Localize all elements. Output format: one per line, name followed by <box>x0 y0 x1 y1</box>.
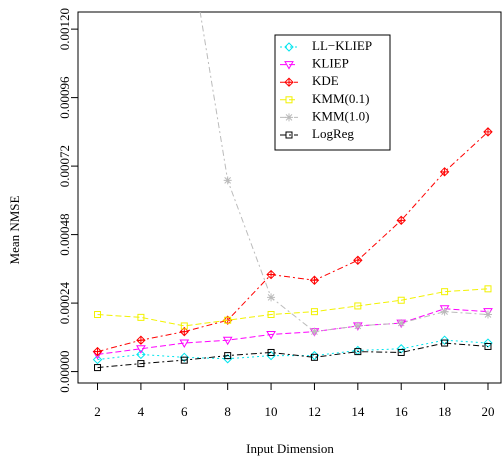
x-tick-label: 2 <box>94 404 101 419</box>
legend-box <box>274 34 391 151</box>
point <box>179 352 189 363</box>
series-line <box>97 288 489 327</box>
point <box>284 42 294 52</box>
plot-area <box>92 12 493 372</box>
legend-label: KDE <box>312 73 339 88</box>
point <box>136 335 146 345</box>
point <box>94 311 102 319</box>
x-tick-label: 14 <box>351 404 365 419</box>
x-tick-label: 12 <box>308 404 321 419</box>
point <box>397 296 405 304</box>
point <box>440 307 449 316</box>
point <box>484 285 492 293</box>
point <box>284 77 294 87</box>
legend-label: LL−KLIEP <box>312 38 372 53</box>
x-tick-label: 18 <box>438 404 451 419</box>
point <box>439 335 450 345</box>
point <box>224 316 232 324</box>
point <box>483 338 493 348</box>
point <box>267 293 276 302</box>
point <box>285 96 293 104</box>
point <box>309 275 320 285</box>
point <box>310 353 318 361</box>
point <box>94 364 102 372</box>
point <box>310 308 318 316</box>
y-tick-label: 0.00120 <box>57 8 72 50</box>
point <box>136 349 146 360</box>
legend-label: KMM(0.1) <box>312 91 369 106</box>
point <box>397 319 406 328</box>
point <box>179 339 190 349</box>
point <box>353 255 363 265</box>
point <box>284 61 294 70</box>
point <box>180 356 188 364</box>
series-line <box>199 12 489 333</box>
point <box>310 327 319 336</box>
y-tick-label: 0.00000 <box>57 350 72 392</box>
x-tick-label: 6 <box>181 404 188 419</box>
point <box>92 346 103 357</box>
point <box>441 288 449 296</box>
point <box>285 113 293 122</box>
point <box>285 131 293 139</box>
x-tick-label: 16 <box>395 404 409 419</box>
x-tick-label: 10 <box>265 404 278 419</box>
point <box>223 176 232 185</box>
x-axis-title: Input Dimension <box>246 441 334 456</box>
point <box>484 342 492 350</box>
point <box>354 348 362 356</box>
y-axis-title: Mean NMSE <box>7 195 22 264</box>
point <box>441 339 449 347</box>
series-line <box>97 308 489 355</box>
series-line <box>97 342 489 369</box>
y-tick-label: 0.00024 <box>57 281 72 324</box>
series-line <box>97 131 489 353</box>
plot-frame <box>77 11 502 384</box>
point <box>439 167 450 177</box>
point <box>483 310 492 319</box>
y-tick-label: 0.00072 <box>57 145 72 187</box>
point <box>137 360 145 368</box>
point <box>224 352 232 360</box>
point <box>266 330 276 340</box>
x-tick-label: 20 <box>481 404 494 419</box>
y-tick-label: 0.00048 <box>57 213 72 255</box>
point <box>483 127 493 137</box>
x-tick-label: 8 <box>224 404 231 419</box>
point <box>354 302 362 310</box>
point <box>267 348 275 356</box>
point <box>267 311 275 319</box>
legend-label: KLIEP <box>312 56 349 71</box>
legend-label: KMM(1.0) <box>312 108 369 123</box>
point <box>180 322 188 330</box>
point <box>137 313 145 321</box>
legend-label: LogReg <box>312 126 354 141</box>
point <box>136 345 146 354</box>
y-tick-label: 0.00096 <box>57 76 72 119</box>
point <box>353 321 362 330</box>
point <box>92 354 103 365</box>
x-tick-label: 4 <box>138 404 145 419</box>
point <box>222 336 233 346</box>
point <box>397 348 405 356</box>
point <box>266 269 276 280</box>
point <box>396 344 406 354</box>
point <box>396 215 406 226</box>
series-line <box>97 339 489 361</box>
